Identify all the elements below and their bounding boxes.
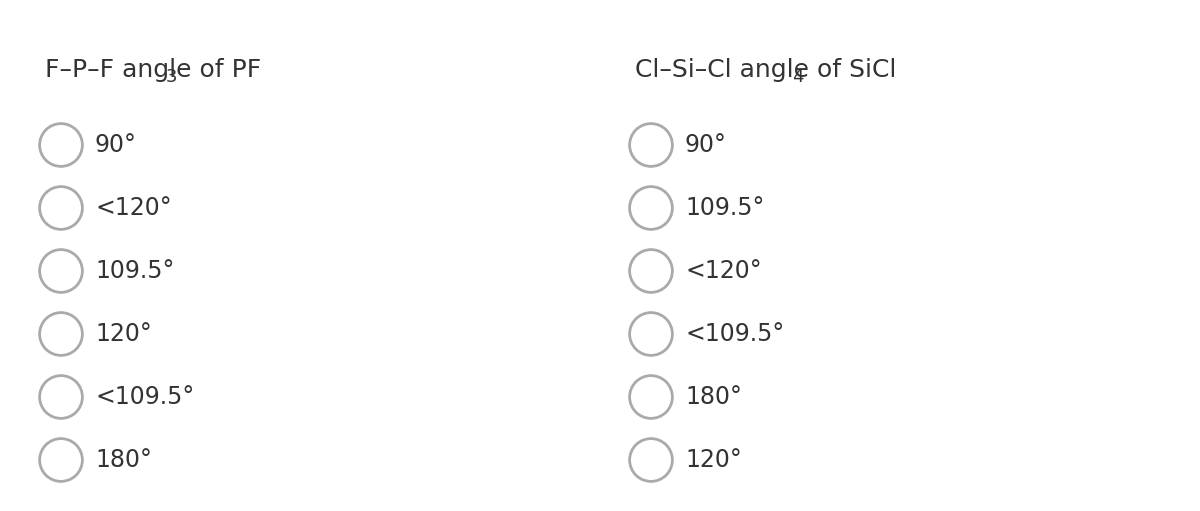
Text: 120°: 120° (95, 322, 151, 346)
Point (52, 267, 71, 275)
Point (52, 204, 71, 212)
Point (52, 141, 71, 149)
Text: 3: 3 (166, 68, 178, 86)
Text: 90°: 90° (95, 133, 137, 157)
Point (641, 393, 660, 401)
Point (52, 330, 71, 338)
Text: 90°: 90° (685, 133, 727, 157)
Text: <120°: <120° (95, 196, 172, 220)
Text: Cl–Si–Cl angle of SiCl: Cl–Si–Cl angle of SiCl (635, 58, 896, 82)
Text: 120°: 120° (685, 448, 742, 472)
Text: 109.5°: 109.5° (95, 259, 174, 283)
Text: 180°: 180° (685, 385, 742, 409)
Point (52, 456, 71, 464)
Point (641, 267, 660, 275)
Text: <109.5°: <109.5° (95, 385, 194, 409)
Point (641, 141, 660, 149)
Text: 4: 4 (792, 68, 803, 86)
Text: <109.5°: <109.5° (685, 322, 785, 346)
Text: F–P–F angle of PF: F–P–F angle of PF (46, 58, 262, 82)
Point (641, 204, 660, 212)
Text: <120°: <120° (685, 259, 762, 283)
Point (52, 393, 71, 401)
Text: 180°: 180° (95, 448, 152, 472)
Point (641, 456, 660, 464)
Text: 109.5°: 109.5° (685, 196, 764, 220)
Point (641, 330, 660, 338)
